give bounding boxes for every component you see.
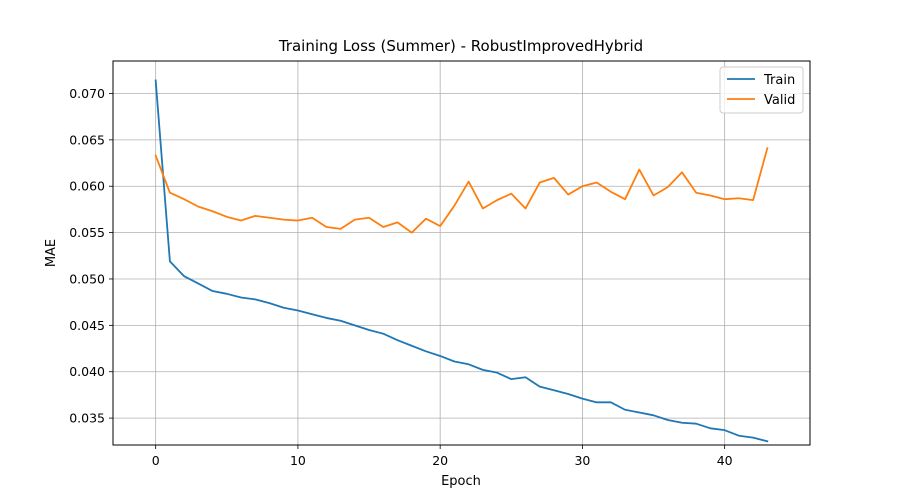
y-tick-label: 0.055 (69, 225, 105, 240)
y-tick-label: 0.060 (69, 179, 105, 194)
y-tick-label: 0.050 (69, 271, 105, 286)
x-tick-label: 40 (717, 453, 733, 468)
legend-label-valid: Valid (764, 93, 795, 108)
y-tick-label: 0.035 (69, 411, 105, 426)
grid (113, 61, 810, 445)
y-axis-label: MAE (44, 239, 59, 267)
y-tick-label: 0.070 (69, 86, 105, 101)
ticks: 0 10 20 30 40 0.035 0.040 0.045 0.050 0.055 0.060 0… (69, 86, 732, 468)
x-tick-label: 10 (290, 453, 306, 468)
plot-frame (112, 60, 811, 446)
series-line-train (154, 79, 769, 443)
series-layer (154, 79, 769, 443)
y-tick-label: 0.040 (69, 364, 105, 379)
legend-label-train: Train (763, 73, 795, 88)
series-line-valid (154, 147, 769, 234)
legend: Train Valid (719, 66, 804, 114)
chart-title: Training Loss (Summer) - RobustImprovedH… (278, 37, 643, 55)
x-tick-label: 0 (152, 453, 160, 468)
x-tick-label: 20 (432, 453, 448, 468)
y-tick-label: 0.065 (69, 132, 105, 147)
x-tick-label: 30 (574, 453, 590, 468)
y-tick-label: 0.045 (69, 318, 105, 333)
x-axis-label: Epoch (441, 474, 481, 489)
